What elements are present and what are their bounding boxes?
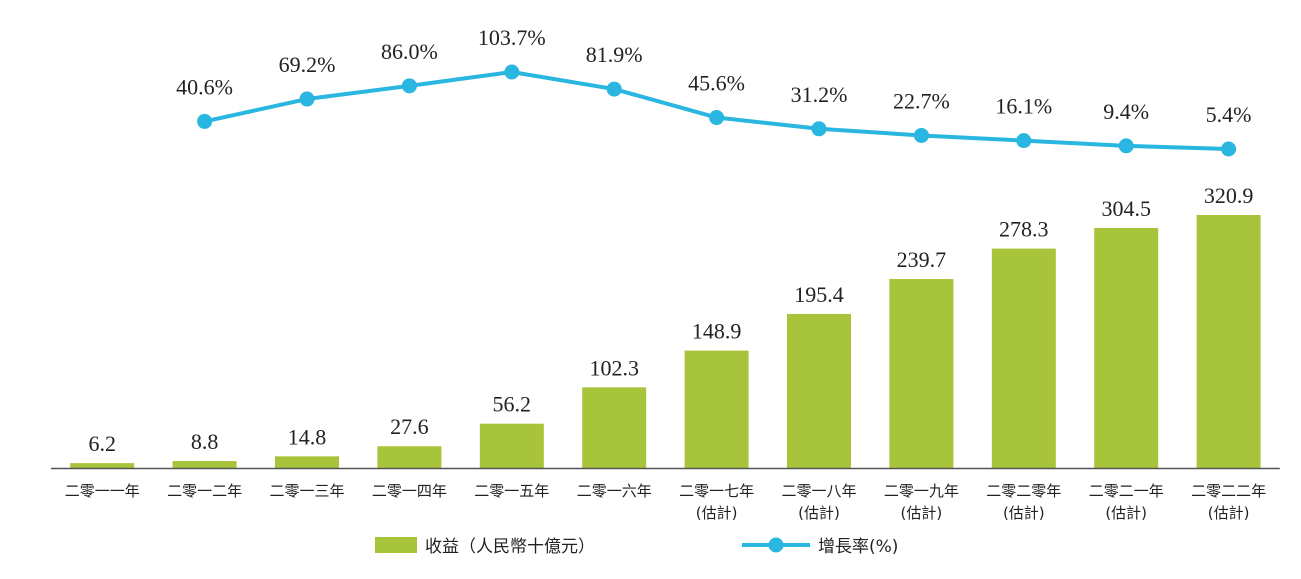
revenue-value-label: 195.4 <box>794 282 844 307</box>
x-tick-label: (估計) <box>1003 504 1045 522</box>
growth-rate-point <box>299 91 315 107</box>
revenue-value-label: 27.6 <box>390 414 429 439</box>
x-tick-label: (估計) <box>1105 504 1147 522</box>
revenue-bar <box>70 463 135 468</box>
growth-rate-value-label: 40.6% <box>176 74 233 99</box>
x-tick-label: (估計) <box>1208 504 1250 522</box>
x-tick-label: 二零一二年 <box>167 482 242 500</box>
revenue-value-label: 56.2 <box>493 392 532 417</box>
revenue-bar <box>377 446 442 468</box>
x-tick-label: (估計) <box>798 504 840 522</box>
growth-rate-point <box>504 64 520 80</box>
revenue-bars-layer: 6.2 8.8 14.8 27.6 56.2 102.3 148.9 195.4 239.7 27… <box>70 183 1261 468</box>
x-tick-label: 二零一六年 <box>577 482 652 500</box>
growth-rate-point <box>709 110 725 126</box>
legend-revenue-swatch <box>375 537 417 553</box>
growth-rate-value-label: 16.1% <box>995 94 1052 119</box>
growth-rate-value-label: 31.2% <box>791 82 848 107</box>
revenue-bar <box>582 387 647 468</box>
growth-rate-point <box>1016 133 1032 149</box>
revenue-bar <box>889 279 954 468</box>
legend-growth-marker <box>768 537 784 553</box>
growth-rate-value-label: 81.9% <box>586 42 643 67</box>
x-tick-label: 二零一五年 <box>474 482 549 500</box>
revenue-value-label: 320.9 <box>1204 183 1254 208</box>
revenue-bar <box>479 423 544 468</box>
revenue-bar <box>991 248 1056 468</box>
growth-rate-value-label: 22.7% <box>893 88 950 113</box>
revenue-value-label: 239.7 <box>897 247 947 272</box>
x-tick-label: (估計) <box>696 504 738 522</box>
growth-rate-point <box>197 113 213 129</box>
growth-rate-value-label: 103.7% <box>478 25 546 50</box>
legend-growth-label: 增長率(%) <box>818 537 898 557</box>
x-tick-label: 二零二一年 <box>1089 482 1164 500</box>
legend: 收益（人民幣十億元） 增長率(%) <box>375 537 898 557</box>
revenue-value-label: 102.3 <box>589 355 639 380</box>
x-tick-label: (估計) <box>901 504 943 522</box>
revenue-value-label: 8.8 <box>191 429 219 454</box>
revenue-value-label: 14.8 <box>288 424 327 449</box>
x-tick-label: 二零二零年 <box>986 482 1061 500</box>
growth-rate-value-label: 9.4% <box>1103 99 1149 124</box>
revenue-value-label: 148.9 <box>692 319 742 344</box>
growth-rate-point <box>811 121 827 137</box>
x-tick-label: 二零一九年 <box>884 482 959 500</box>
growth-rate-point <box>606 81 622 97</box>
revenue-bar <box>1094 227 1159 468</box>
revenue-bar <box>684 350 749 468</box>
growth-rate-value-label: 45.6% <box>688 71 745 96</box>
revenue-bar <box>172 461 237 468</box>
revenue-value-label: 278.3 <box>999 217 1049 242</box>
growth-rate-point <box>913 127 929 143</box>
legend-revenue-label: 收益（人民幣十億元） <box>425 537 595 557</box>
revenue-bar <box>787 313 851 468</box>
growth-rate-point <box>1221 141 1237 157</box>
x-tick-label: 二零一三年 <box>269 482 344 500</box>
revenue-value-label: 304.5 <box>1101 196 1151 221</box>
growth-rate-value-label: 5.4% <box>1206 102 1252 127</box>
growth-rate-value-label: 69.2% <box>279 52 336 77</box>
revenue-value-label: 6.2 <box>88 431 116 456</box>
x-tick-label: 二零一七年 <box>679 482 754 500</box>
x-tick-label: 二零一四年 <box>372 482 447 500</box>
x-axis: 二零一一年 二零一二年 二零一三年 二零一四年 二零一五年 二零一六年 二零一七年 (估計) 二… <box>51 467 1280 522</box>
growth-line-layer: 40.6% 69.2% 86.0% 103.7% 81.9% 45.6% 31.2% 22.7… <box>176 25 1252 157</box>
x-tick-label: 二零二二年 <box>1191 482 1266 500</box>
x-tick-label: 二零一一年 <box>65 482 140 500</box>
growth-rate-point <box>401 78 417 94</box>
revenue-bar <box>1196 215 1261 468</box>
revenue-bar <box>275 456 339 468</box>
x-tick-label: 二零一八年 <box>781 482 856 500</box>
growth-rate-point <box>1118 138 1134 154</box>
growth-rate-value-label: 86.0% <box>381 39 438 64</box>
